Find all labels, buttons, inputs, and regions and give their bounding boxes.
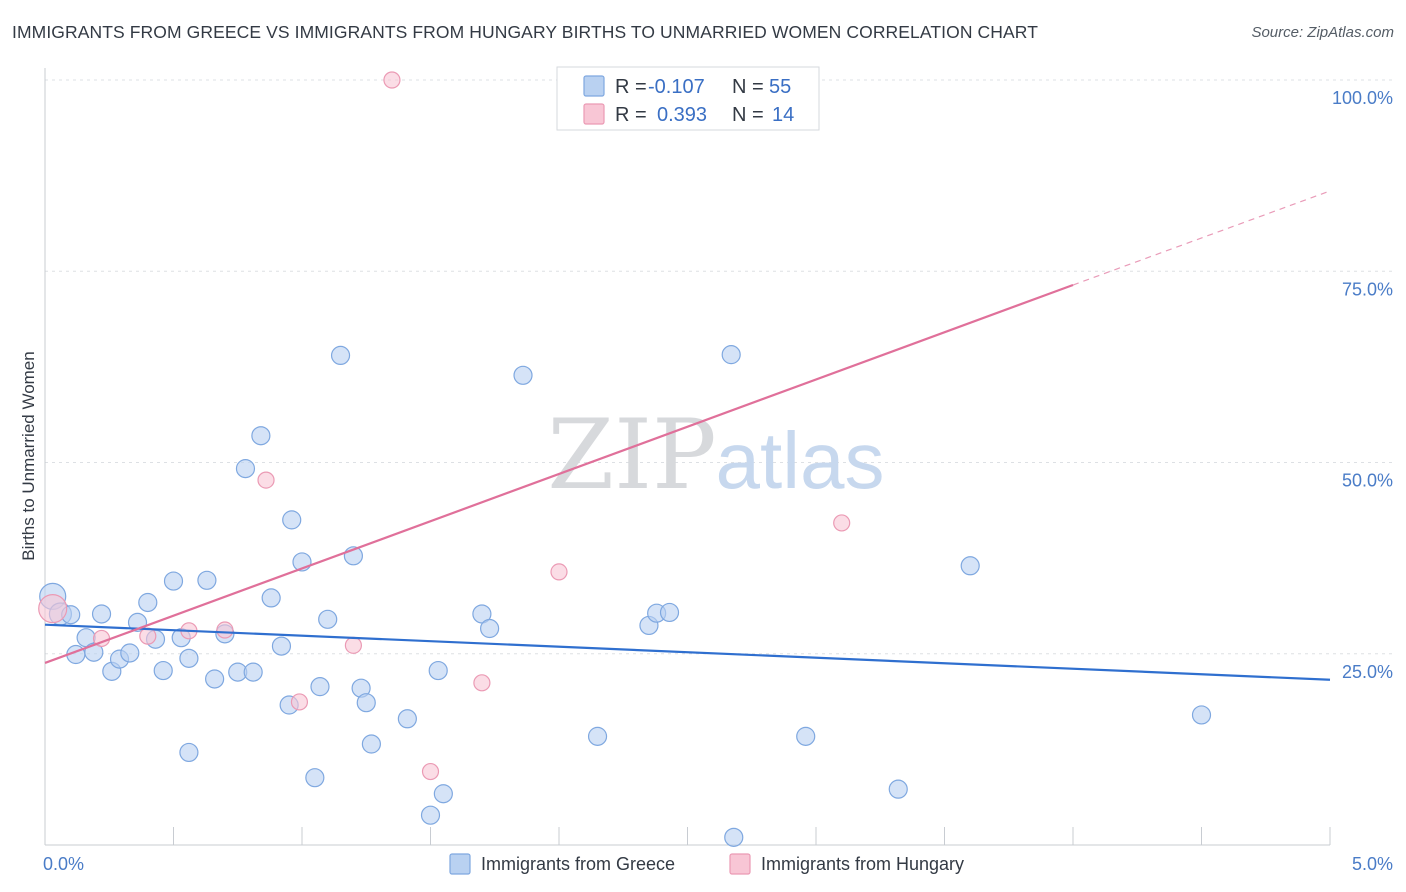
- point-greece-31: [318, 609, 338, 629]
- point-greece-39: [428, 660, 448, 681]
- trend-line-hungary-extension: [1072, 190, 1331, 286]
- point-greece-51: [888, 779, 908, 799]
- legend-n-value-greece: 55: [769, 76, 791, 98]
- point-greece-38: [420, 805, 441, 825]
- point-greece-14: [163, 571, 184, 591]
- legend-r-value-hungary: 0.393: [657, 104, 707, 126]
- x-tick-label-0: 0.0%: [43, 854, 84, 874]
- point-hungary-0: [38, 594, 68, 624]
- point-hungary-11: [550, 563, 568, 581]
- legend-n-label-greece: N =: [732, 76, 764, 98]
- point-hungary-4: [216, 621, 234, 639]
- legend-n-label-hungary: N =: [732, 104, 764, 126]
- watermark-zip: ZIP: [547, 399, 716, 511]
- point-greece-16: [179, 648, 199, 668]
- point-greece-44: [587, 726, 608, 746]
- point-hungary-8: [383, 71, 401, 89]
- point-greece-40: [433, 784, 453, 804]
- point-greece-27: [282, 510, 302, 530]
- bottom-legend-label-hungary: Immigrants from Hungary: [761, 854, 964, 874]
- point-greece-43: [513, 365, 533, 385]
- bottom-legend-label-greece: Immigrants from Greece: [481, 854, 675, 874]
- tick-labels: 25.0% 50.0% 75.0% 100.0% 0.0% 5.0%: [43, 88, 1393, 874]
- legend-n-value-hungary: 14: [772, 104, 794, 126]
- point-greece-35: [356, 693, 376, 713]
- watermark-atlas: atlas: [716, 416, 885, 505]
- point-greece-30: [310, 677, 330, 697]
- point-greece-53: [1191, 705, 1212, 725]
- watermark: ZIP atlas: [547, 399, 884, 511]
- y-axis-label: Births to Unmarried Women: [19, 351, 38, 560]
- bottom-legend-swatch-hungary: [729, 853, 751, 875]
- legend-swatch-hungary: [583, 103, 605, 125]
- point-greece-9: [120, 643, 140, 663]
- point-greece-13: [153, 660, 173, 681]
- correlation-legend: R = -0.107 N = 55 R = 0.393 N = 14: [556, 66, 820, 131]
- point-greece-54: [179, 742, 199, 763]
- point-greece-24: [261, 588, 281, 608]
- y-tick-label-3: 100.0%: [1332, 88, 1393, 108]
- point-greece-37: [397, 709, 417, 729]
- legend-r-value-greece: -0.107: [648, 76, 705, 98]
- point-hungary-2: [139, 627, 157, 645]
- point-greece-48: [724, 827, 744, 847]
- legend-swatch-greece: [583, 75, 605, 97]
- chart-title: IMMIGRANTS FROM GREECE VS IMMIGRANTS FRO…: [12, 22, 1038, 42]
- point-greece-25: [271, 636, 292, 656]
- point-greece-6: [91, 604, 112, 624]
- bottom-legend-swatch-greece: [449, 853, 471, 875]
- point-greece-49: [721, 345, 741, 365]
- y-tick-label-1: 50.0%: [1342, 471, 1393, 491]
- point-greece-47: [659, 602, 680, 623]
- point-greece-23: [251, 426, 271, 446]
- point-greece-22: [243, 662, 263, 682]
- point-hungary-7: [344, 636, 362, 654]
- series-hungary-points: [38, 71, 851, 781]
- point-greece-42: [480, 618, 500, 639]
- y-tick-label-0: 25.0%: [1342, 662, 1393, 682]
- point-greece-18: [205, 669, 225, 689]
- gridlines: [45, 79, 1393, 655]
- point-hungary-5: [257, 471, 275, 489]
- point-greece-52: [960, 556, 980, 576]
- source-label: Source: ZipAtlas.com: [1251, 24, 1394, 41]
- point-greece-50: [796, 726, 816, 746]
- point-greece-29: [305, 768, 325, 788]
- trend-lines: [44, 190, 1331, 681]
- point-hungary-9: [421, 762, 440, 781]
- point-greece-21: [235, 459, 256, 479]
- y-tick-label-2: 75.0%: [1342, 279, 1393, 299]
- point-greece-36: [361, 734, 381, 754]
- x-tick-label-1: 5.0%: [1352, 854, 1393, 874]
- point-greece-11: [138, 592, 158, 613]
- legend-r-label-hungary: R =: [615, 104, 647, 126]
- point-greece-17: [197, 570, 217, 590]
- point-hungary-6: [290, 693, 309, 711]
- point-greece-32: [330, 345, 351, 365]
- legend-r-label-greece: R =: [615, 76, 647, 98]
- series-legend: Immigrants from Greece Immigrants from H…: [449, 853, 964, 875]
- trend-line-greece: [44, 623, 1331, 681]
- point-hungary-10: [473, 674, 491, 692]
- point-hungary-13: [833, 514, 851, 532]
- axes: [44, 68, 1331, 846]
- trend-line-hungary: [44, 283, 1074, 664]
